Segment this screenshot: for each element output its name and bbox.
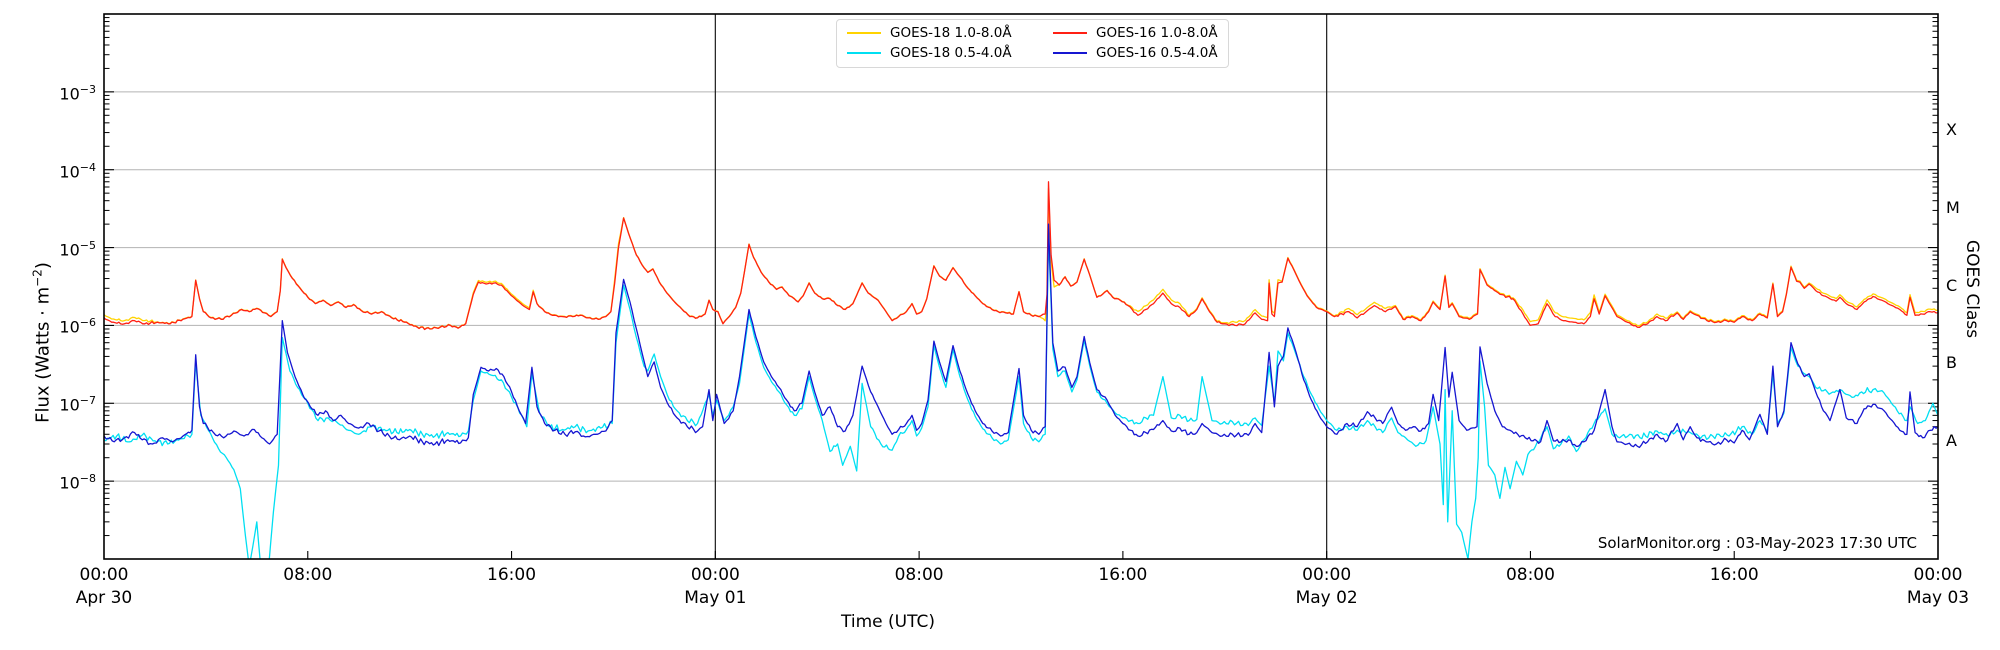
x-date-label: May 02 [1295, 588, 1358, 608]
legend-swatch-goes18-long-icon [847, 32, 881, 34]
plot-border [103, 13, 1939, 560]
x-tick-label: 08:00 [1505, 565, 1555, 585]
series-curves [104, 181, 1938, 559]
legend-label: GOES-18 0.5-4.0Å [890, 45, 1012, 61]
y-tick-label: 10−6 [59, 316, 96, 337]
goes-class-label-m: M [1946, 197, 1960, 217]
legend-label: GOES-16 0.5-4.0Å [1096, 45, 1218, 61]
x-tick-label: 08:00 [283, 565, 333, 585]
legend-label: GOES-16 1.0-8.0Å [1096, 25, 1218, 41]
x-tick-label: 16:00 [487, 565, 537, 585]
x-axis-label: Time (UTC) [841, 612, 935, 632]
y-tick-label: 10−4 [59, 160, 96, 182]
x-tick-label: 00:00 [1302, 565, 1352, 585]
series-goes18-short-path [104, 235, 1938, 559]
y-axis-label: Flux (Watts · m−2) [30, 262, 54, 423]
legend-item-goes18-short: GOES-18 0.5-4.0Å [847, 44, 1045, 62]
legend: GOES-18 1.0-8.0Å GOES-16 1.0-8.0Å GOES-1… [836, 19, 1229, 68]
legend-label: GOES-18 1.0-8.0Å [890, 25, 1012, 41]
x-date-label: Apr 30 [75, 588, 133, 608]
y-tick-label: 10−8 [59, 472, 96, 493]
series-goes16-short-path [104, 223, 1938, 449]
legend-item-goes16-short: GOES-16 0.5-4.0Å [1053, 44, 1218, 62]
legend-swatch-goes18-short-icon [847, 52, 881, 54]
x-tick-label: 16:00 [1709, 565, 1759, 585]
x-tick-label: 16:00 [1098, 565, 1148, 585]
y-tick-label: 10−3 [59, 82, 96, 104]
goes-class-label-c: C [1946, 275, 1958, 295]
x-date-label: May 03 [1906, 588, 1970, 608]
x-date-label: May 01 [684, 588, 747, 608]
y-tick-label: 10−5 [59, 238, 96, 259]
legend-swatch-goes16-long-icon [1053, 32, 1087, 34]
goes-class-label-b: B [1946, 353, 1957, 373]
solarmonitor-timestamp: SolarMonitor.org : 03-May-2023 17:30 UTC [1597, 534, 1917, 552]
x-tick-label: 00:00 [79, 565, 129, 585]
legend-item-goes16-long: GOES-16 1.0-8.0Å [1053, 24, 1218, 42]
x-tick-label: 00:00 [1913, 565, 1963, 585]
goes-class-label-x: X [1946, 119, 1957, 139]
x-tick-label: 08:00 [894, 565, 944, 585]
y-tick-label: 10−7 [59, 394, 96, 415]
right-axis-label: GOES Class [1962, 239, 1982, 339]
series-goes18-long-path [104, 187, 1938, 330]
x-tick-label: 00:00 [690, 565, 740, 585]
legend-item-goes18-long: GOES-18 1.0-8.0Å [847, 24, 1045, 42]
legend-swatch-goes16-short-icon [1053, 52, 1087, 54]
series-goes16-long-path [104, 181, 1938, 331]
goes-class-label-a: A [1946, 431, 1957, 451]
